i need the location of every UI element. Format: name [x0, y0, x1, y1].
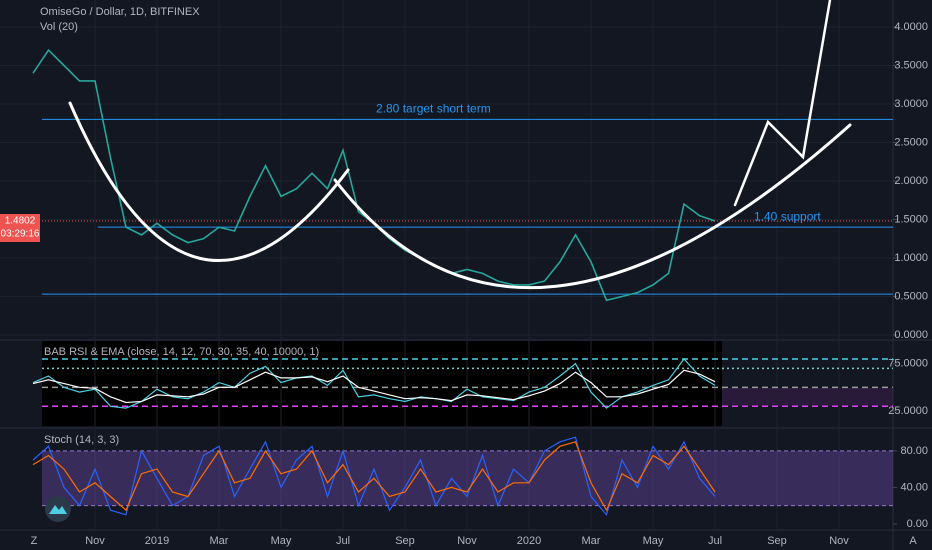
y-tick-label: 1.0000: [894, 252, 928, 264]
y-tick-label: 75.0000: [888, 358, 928, 370]
x-tick-label: Jul: [708, 535, 722, 547]
x-tick-label: May: [643, 535, 664, 547]
x-tick-label: Nov: [829, 535, 849, 547]
x-tick-label: Sep: [767, 535, 787, 547]
series-line: [32, 358, 716, 409]
y-tick-label: 4.0000: [894, 21, 928, 33]
annotation: 2.80 target short term: [376, 102, 491, 116]
y-tick-label: 25.0000: [888, 405, 928, 417]
x-tick-label: Mar: [210, 535, 229, 547]
x-tick-label: Mar: [582, 535, 601, 547]
rsi-title: BAB RSI & EMA (close, 14, 12, 70, 30, 35…: [44, 346, 319, 358]
y-tick-label: 0.00: [907, 518, 928, 530]
annotation: 1.40 support: [754, 209, 821, 223]
logo-icon: [49, 505, 67, 514]
auto-button[interactable]: A: [909, 535, 917, 547]
stoch-title: Stoch (14, 3, 3): [44, 434, 119, 446]
x-tick-label: May: [271, 535, 292, 547]
x-tick-label: 2019: [145, 535, 169, 547]
series-line: [32, 441, 716, 512]
y-tick-label: 0.5000: [894, 290, 928, 302]
x-tick-label: Nov: [457, 535, 477, 547]
rsi-zone: [722, 388, 893, 406]
y-tick-label: 3.0000: [894, 98, 928, 110]
chart-title: OmiseGo / Dollar, 1D, BITFINEX: [40, 6, 200, 18]
y-tick-label: 40.00: [900, 481, 928, 493]
y-tick-label: 2.0000: [894, 175, 928, 187]
y-tick-label: 2.5000: [894, 136, 928, 148]
rsi-background: [42, 341, 722, 426]
last-price-badge: [0, 214, 40, 243]
stoch-band: [42, 450, 893, 506]
projection: [733, 0, 832, 207]
series-line: [32, 436, 716, 517]
last-price-label: 1.4802: [5, 216, 36, 227]
x-tick-label: Nov: [85, 535, 105, 547]
x-tick-label: Sep: [395, 535, 415, 547]
cup-curve: [68, 101, 350, 262]
countdown: 03:29:16: [1, 229, 40, 240]
cup-curve: [333, 123, 852, 290]
scale-button[interactable]: Z: [31, 535, 38, 547]
y-tick-label: 1.5000: [894, 213, 928, 225]
x-tick-label: 2020: [517, 535, 541, 547]
x-tick-label: Jul: [336, 535, 350, 547]
y-tick-label: 3.5000: [894, 59, 928, 71]
series-line: [32, 369, 716, 404]
y-tick-label: 0.0000: [894, 329, 928, 341]
drawings: [68, 0, 852, 290]
volume-label: Vol (20): [40, 21, 78, 33]
y-tick-label: 80.00: [900, 445, 928, 457]
